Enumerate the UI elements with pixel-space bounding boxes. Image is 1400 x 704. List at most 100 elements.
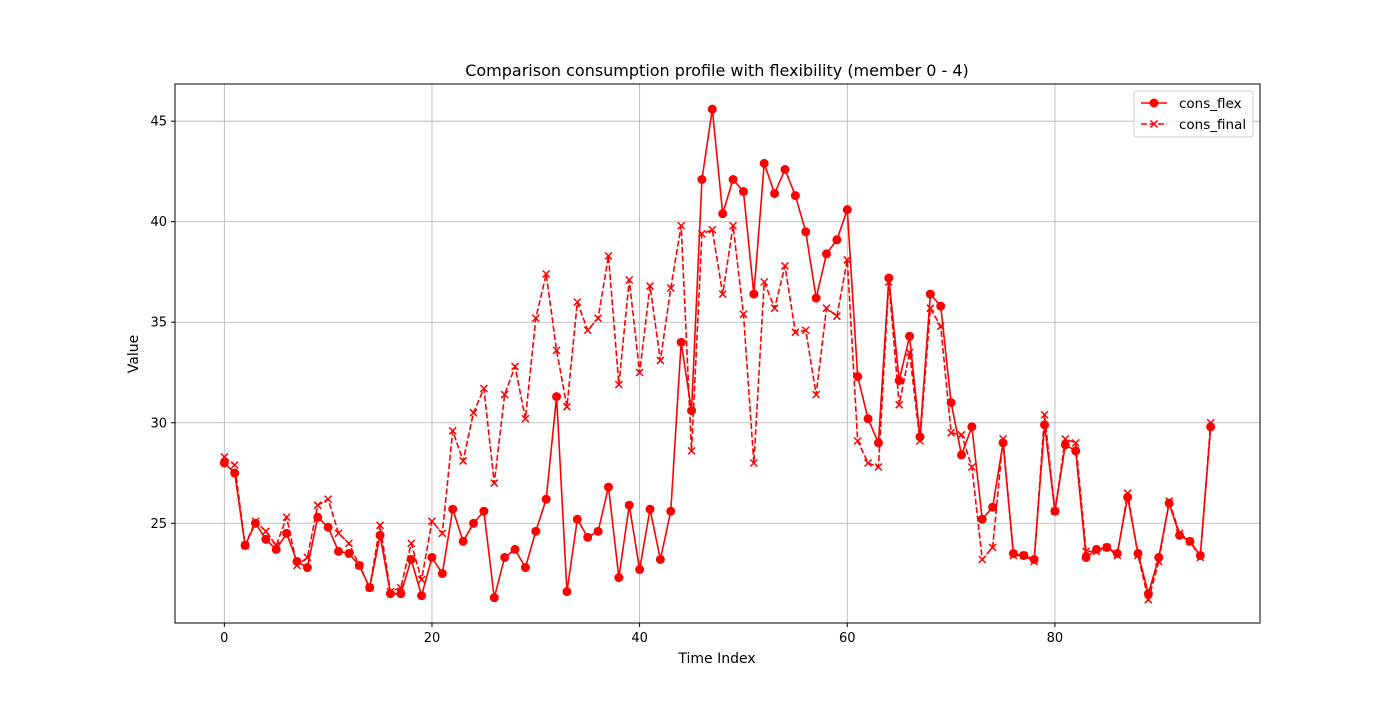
data-point-cons-final	[230, 460, 239, 470]
data-point-cons-final	[1030, 557, 1039, 566]
data-point-cons-flex	[759, 158, 769, 168]
data-point-cons-flex	[977, 514, 987, 524]
data-point-cons-flex	[925, 289, 935, 299]
data-point-cons-final	[760, 277, 769, 287]
data-point-cons-flex	[718, 209, 728, 219]
data-point-cons-final	[542, 269, 551, 279]
data-point-cons-final	[521, 414, 530, 423]
data-point-cons-final	[479, 384, 488, 393]
data-point-cons-flex	[728, 174, 738, 184]
data-point-cons-flex	[801, 227, 811, 237]
data-point-cons-flex	[842, 205, 852, 215]
data-point-cons-flex	[261, 534, 271, 544]
data-point-cons-final	[272, 541, 281, 550]
data-point-cons-flex	[531, 526, 541, 536]
data-point-cons-flex	[603, 482, 613, 492]
data-point-cons-final	[749, 458, 758, 467]
data-point-cons-final	[926, 304, 935, 313]
data-point-cons-final	[376, 521, 385, 530]
data-point-cons-final	[407, 539, 416, 548]
data-point-cons-flex	[1081, 552, 1091, 562]
data-point-cons-flex	[894, 376, 904, 386]
data-point-cons-final	[573, 298, 582, 307]
data-point-cons-final	[812, 390, 821, 399]
data-point-cons-flex	[666, 506, 676, 516]
x-tick-label: 80	[1047, 631, 1064, 646]
x-tick-label: 40	[631, 631, 648, 646]
data-point-cons-final	[988, 543, 997, 552]
data-point-cons-flex	[479, 506, 489, 516]
data-point-cons-final	[1144, 595, 1153, 604]
data-point-cons-final	[635, 368, 644, 377]
y-tick-label: 35	[150, 316, 167, 331]
legend: cons_flex cons_final	[1133, 90, 1254, 138]
data-point-cons-flex	[520, 563, 530, 573]
axis-ticks: 0 20 40 60 80 25 30 35 40 45	[150, 115, 1063, 646]
x-tick-label: 0	[220, 631, 228, 646]
data-point-cons-flex	[956, 450, 966, 460]
series-cons-final	[220, 221, 1215, 604]
data-point-cons-flex	[749, 289, 759, 299]
data-point-cons-final	[417, 575, 426, 584]
data-point-cons-final	[957, 430, 966, 439]
data-point-cons-flex	[500, 552, 510, 562]
data-point-cons-final	[427, 517, 437, 526]
data-point-cons-final	[500, 390, 509, 399]
data-point-cons-final	[251, 517, 260, 526]
x-axis-label: Time Index	[677, 651, 755, 667]
data-point-cons-final	[220, 452, 229, 461]
data-point-cons-final	[967, 462, 976, 472]
data-point-cons-flex	[1060, 440, 1070, 450]
data-point-cons-final	[780, 261, 790, 270]
series-line-cons-final	[223, 224, 1212, 601]
data-point-cons-final	[770, 304, 779, 313]
data-point-cons-flex	[406, 554, 416, 564]
data-point-cons-flex	[687, 406, 697, 416]
data-point-cons-flex	[427, 552, 437, 562]
data-point-cons-final	[645, 282, 655, 291]
grid-lines	[175, 84, 1260, 623]
data-point-cons-flex	[614, 573, 624, 583]
data-point-cons-final	[791, 328, 800, 337]
data-point-cons-final	[739, 310, 748, 319]
data-point-cons-flex	[448, 504, 458, 514]
data-point-cons-flex	[541, 494, 551, 504]
data-point-cons-final	[594, 314, 603, 323]
data-point-cons-flex	[230, 468, 240, 478]
data-point-cons-final	[1123, 489, 1132, 498]
data-point-cons-flex	[334, 546, 344, 556]
data-point-cons-final	[998, 434, 1008, 443]
data-point-cons-final	[344, 539, 353, 548]
data-point-cons-flex	[593, 526, 603, 536]
data-point-cons-flex	[510, 544, 520, 554]
data-point-cons-final	[1206, 418, 1215, 427]
data-point-cons-final	[396, 583, 405, 592]
data-point-cons-final	[864, 458, 873, 467]
data-point-cons-flex	[489, 593, 499, 603]
data-point-cons-final	[936, 322, 945, 331]
data-point-cons-flex	[624, 500, 634, 510]
data-point-cons-final	[1113, 551, 1122, 560]
legend-label-cons-final: cons_final	[1179, 117, 1246, 133]
legend-item-cons-flex: cons_flex	[1141, 96, 1242, 112]
data-point-cons-final	[874, 462, 883, 472]
data-point-cons-flex	[469, 518, 479, 528]
data-point-cons-final	[1165, 497, 1174, 506]
legend-marker-circle	[1149, 98, 1159, 108]
data-point-cons-final	[687, 446, 696, 455]
data-point-cons-flex	[738, 187, 748, 197]
data-point-cons-flex	[988, 502, 998, 512]
data-point-cons-final	[697, 229, 706, 238]
data-point-cons-flex	[946, 398, 956, 408]
data-point-cons-flex	[863, 414, 873, 424]
plot-area-frame	[174, 83, 1261, 624]
data-point-cons-flex	[811, 293, 821, 303]
data-point-cons-final	[604, 251, 613, 260]
data-point-cons-flex	[905, 331, 915, 341]
data-point-cons-final	[1040, 410, 1049, 419]
data-point-cons-final	[853, 436, 862, 445]
data-point-cons-final	[1196, 553, 1205, 562]
data-point-cons-flex	[1175, 530, 1185, 540]
y-tick-label: 40	[150, 215, 167, 230]
